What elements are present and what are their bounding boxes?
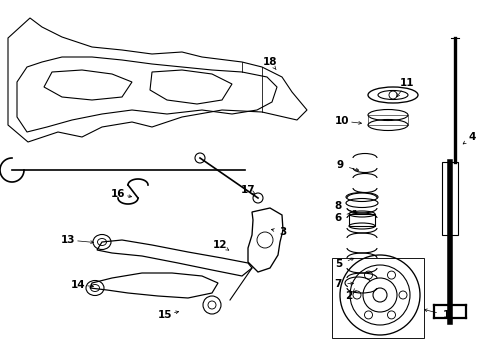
Text: 13: 13 [61, 235, 75, 245]
Bar [349, 214, 375, 226]
Text: 7: 7 [334, 279, 342, 289]
Text: 1: 1 [442, 310, 450, 320]
Text: 17: 17 [241, 185, 255, 195]
Text: 4: 4 [468, 132, 476, 142]
Text: 3: 3 [279, 227, 287, 237]
Text: 6: 6 [334, 213, 342, 223]
Text: 8: 8 [334, 201, 342, 211]
Text: 9: 9 [337, 160, 343, 170]
Text: 14: 14 [71, 280, 85, 290]
Text: 10: 10 [335, 116, 349, 126]
Text: 11: 11 [400, 78, 414, 88]
Text: 16: 16 [111, 189, 125, 199]
Text: 5: 5 [335, 259, 343, 269]
Bar [368, 115, 408, 125]
Text: 2: 2 [345, 291, 353, 301]
Bar [442, 162, 458, 235]
Bar [332, 258, 424, 338]
Text: 12: 12 [213, 240, 227, 250]
Text: 15: 15 [158, 310, 172, 320]
Text: 18: 18 [263, 57, 277, 67]
